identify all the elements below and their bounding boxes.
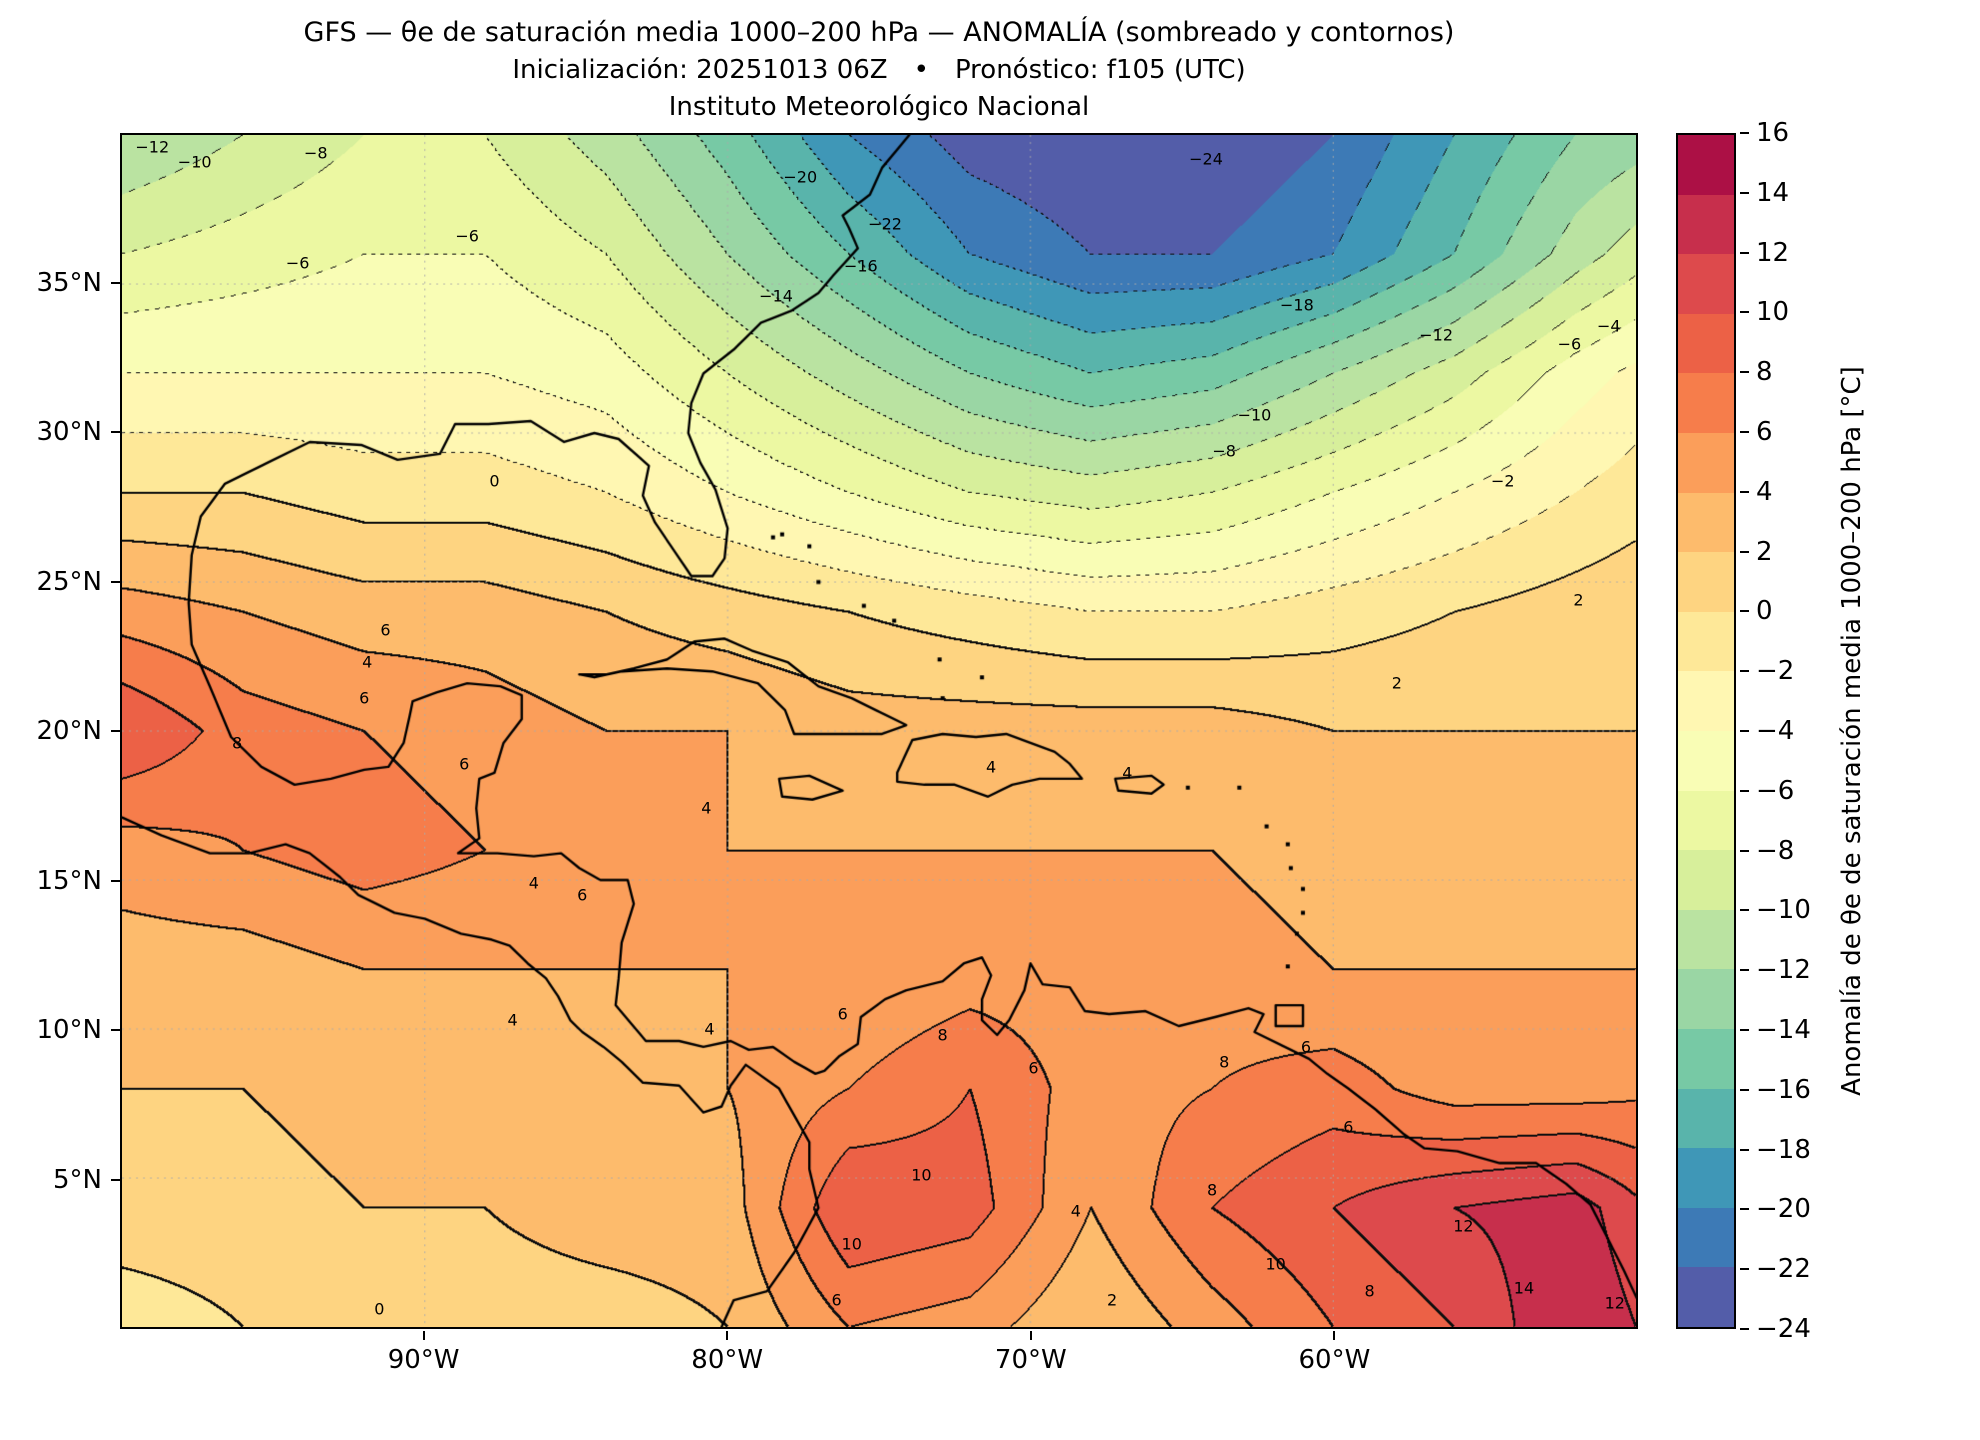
colorbar-tick-label: 2 bbox=[1756, 536, 1773, 567]
colorbar-bin bbox=[1678, 611, 1734, 672]
colorbar-tick-label: 8 bbox=[1756, 357, 1773, 388]
y-tick-mark bbox=[111, 879, 120, 882]
colorbar-tick-label: −2 bbox=[1756, 656, 1795, 687]
colorbar-tick-label: −6 bbox=[1756, 775, 1795, 806]
colorbar-tick-mark bbox=[1740, 909, 1749, 912]
x-axis: 90°W 80°W 70°W 60°W bbox=[120, 1331, 1638, 1391]
y-tick-mark bbox=[111, 431, 120, 433]
colorbar-tick-label: 10 bbox=[1756, 297, 1790, 328]
colorbar-tick-label: −24 bbox=[1756, 1314, 1811, 1344]
x-tick-label: 80°W bbox=[691, 1345, 764, 1375]
colorbar-bin bbox=[1678, 969, 1734, 1029]
y-tick-label: 10°N bbox=[36, 1015, 102, 1045]
colorbar-bin bbox=[1678, 909, 1734, 970]
x-tick-label: 70°W bbox=[994, 1345, 1067, 1375]
colorbar-tick-label: −14 bbox=[1756, 1015, 1811, 1045]
contour-map-canvas bbox=[122, 135, 1636, 1327]
colorbar-tick-mark bbox=[1740, 191, 1749, 194]
y-tick-label: 30°N bbox=[36, 417, 102, 447]
y-tick-label: 20°N bbox=[36, 716, 102, 746]
colorbar-bin bbox=[1678, 730, 1734, 791]
y-axis: 5°N 10°N 15°N 20°N 25°N 30°N 35°N bbox=[0, 133, 120, 1329]
colorbar-bin bbox=[1678, 194, 1734, 255]
chart-subtitle: Inicialización: 20251013 06Z • Pronóstic… bbox=[512, 55, 1246, 86]
y-tick-label: 5°N bbox=[53, 1164, 102, 1195]
colorbar-tick-label: −22 bbox=[1756, 1254, 1811, 1285]
colorbar-tick-mark bbox=[1740, 1148, 1749, 1151]
colorbar-tick-mark bbox=[1740, 849, 1749, 852]
x-tick-mark bbox=[422, 1331, 425, 1340]
colorbar-tick-mark bbox=[1740, 730, 1749, 732]
y-tick-mark bbox=[111, 281, 120, 284]
colorbar-tick-label: −8 bbox=[1756, 835, 1795, 866]
colorbar-tick-label: 12 bbox=[1756, 237, 1790, 268]
y-tick-mark bbox=[111, 580, 120, 583]
colorbar-tick-label: −4 bbox=[1756, 716, 1795, 746]
header: GFS — θe de saturación media 1000–200 hP… bbox=[120, 14, 1638, 126]
colorbar-bin bbox=[1678, 492, 1734, 553]
colorbar-tick-mark bbox=[1740, 311, 1749, 314]
colorbar bbox=[1676, 133, 1736, 1329]
colorbar-bin bbox=[1678, 313, 1734, 374]
colorbar-tick-label: −20 bbox=[1756, 1194, 1811, 1225]
y-tick-label: 25°N bbox=[36, 566, 102, 597]
colorbar-bin bbox=[1678, 254, 1734, 314]
colorbar-axis: −24 −22 −20 −18 −16 −14 −12 −10 −8 −6 −4 −2 0 2 4 6 8 10 1… bbox=[1740, 118, 1900, 1344]
x-tick-mark bbox=[1029, 1331, 1032, 1340]
colorbar-tick-label: 4 bbox=[1756, 476, 1773, 507]
map-plot-area: −12 −10 −8 −6 −6 −20 −22 −16 −14 −24 −18 −10 −8 −12 −6… bbox=[120, 133, 1638, 1329]
colorbar-tick-label: 6 bbox=[1756, 417, 1773, 447]
chart-title: GFS — θe de saturación media 1000–200 hP… bbox=[303, 17, 1455, 48]
colorbar-tick-mark bbox=[1740, 1088, 1749, 1091]
colorbar-bin bbox=[1678, 373, 1734, 433]
colorbar-bin bbox=[1678, 671, 1734, 731]
y-tick-mark bbox=[111, 730, 120, 732]
y-tick-mark bbox=[111, 1178, 120, 1181]
colorbar-tick-mark bbox=[1740, 670, 1749, 673]
colorbar-bin bbox=[1678, 432, 1734, 493]
colorbar-tick-mark bbox=[1740, 550, 1749, 553]
colorbar-tick-mark bbox=[1740, 132, 1749, 134]
colorbar-tick-mark bbox=[1740, 431, 1749, 433]
colorbar-bin bbox=[1678, 552, 1734, 612]
colorbar-bin bbox=[1678, 850, 1734, 910]
colorbar-tick-label: 16 bbox=[1756, 118, 1790, 148]
colorbar-tick-mark bbox=[1740, 610, 1749, 613]
chart-institution: Instituto Meteorológico Nacional bbox=[668, 92, 1090, 123]
colorbar-tick-mark bbox=[1740, 490, 1749, 493]
colorbar-tick-mark bbox=[1740, 1208, 1749, 1211]
y-tick-label: 35°N bbox=[36, 267, 102, 298]
colorbar-tick-label: −18 bbox=[1756, 1134, 1811, 1165]
colorbar-bin bbox=[1678, 1207, 1734, 1268]
colorbar-label: Anomalía de θe de saturación media 1000–… bbox=[1837, 366, 1867, 1096]
colorbar-tick-label: −16 bbox=[1756, 1074, 1811, 1105]
colorbar-tick-label: −10 bbox=[1756, 895, 1811, 926]
colorbar-tick-label: 14 bbox=[1756, 177, 1790, 208]
colorbar-tick-mark bbox=[1740, 969, 1749, 972]
colorbar-bin bbox=[1678, 135, 1734, 195]
x-tick-label: 90°W bbox=[387, 1345, 460, 1375]
colorbar-bin bbox=[1678, 1148, 1734, 1208]
colorbar-tick-mark bbox=[1740, 789, 1749, 792]
y-tick-label: 15°N bbox=[36, 865, 102, 896]
colorbar-tick-mark bbox=[1740, 1328, 1749, 1330]
x-tick-mark bbox=[1333, 1331, 1336, 1340]
colorbar-bin bbox=[1678, 1088, 1734, 1149]
colorbar-bin bbox=[1678, 1267, 1734, 1327]
x-tick-mark bbox=[726, 1331, 729, 1340]
colorbar-tick-mark bbox=[1740, 371, 1749, 374]
colorbar-bin bbox=[1678, 790, 1734, 851]
y-tick-mark bbox=[111, 1029, 120, 1031]
colorbar-bin bbox=[1678, 1028, 1734, 1089]
colorbar-tick-mark bbox=[1740, 1268, 1749, 1271]
colorbar-tick-label: 0 bbox=[1756, 596, 1773, 627]
colorbar-tick-label: −12 bbox=[1756, 955, 1811, 986]
x-tick-label: 60°W bbox=[1298, 1345, 1371, 1375]
colorbar-tick-mark bbox=[1740, 1029, 1749, 1031]
colorbar-tick-mark bbox=[1740, 251, 1749, 254]
